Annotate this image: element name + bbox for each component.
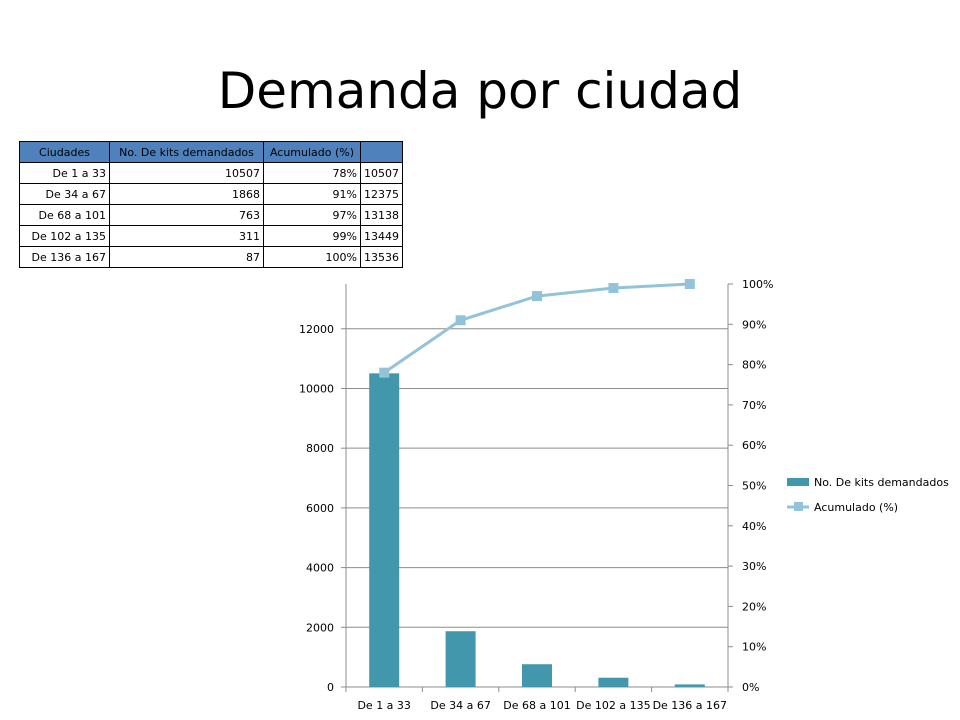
x-tick-label: De 1 a 33 bbox=[357, 699, 410, 712]
line-marker bbox=[608, 283, 619, 294]
table-cell: 100% bbox=[263, 246, 361, 268]
slide-title: Demanda por ciudad bbox=[217, 62, 743, 120]
legend-label: No. De kits demandados bbox=[814, 476, 949, 489]
bar bbox=[598, 677, 629, 687]
bar bbox=[445, 631, 476, 687]
y-left-tick-label: 10000 bbox=[299, 382, 334, 395]
bar bbox=[369, 373, 400, 687]
legend-swatch-marker bbox=[794, 502, 803, 511]
table-cell: 763 bbox=[109, 204, 264, 226]
y-right-tick-label: 30% bbox=[742, 560, 766, 573]
x-tick-label: De 102 a 135 bbox=[576, 699, 650, 712]
x-tick-label: De 34 a 67 bbox=[430, 699, 490, 712]
line-marker bbox=[455, 315, 466, 326]
y-right-tick-label: 70% bbox=[742, 399, 766, 412]
x-tick-label: De 136 a 167 bbox=[653, 699, 727, 712]
y-right-tick-label: 100% bbox=[742, 278, 773, 291]
table-cell: 13536 bbox=[360, 246, 403, 268]
y-right-tick-label: 50% bbox=[742, 480, 766, 493]
table-cell: 10507 bbox=[360, 162, 403, 184]
table-cell: De 136 a 167 bbox=[19, 246, 110, 268]
table-cell: 97% bbox=[263, 204, 361, 226]
y-right-tick-label: 0% bbox=[742, 681, 759, 694]
x-tick-label: De 68 a 101 bbox=[503, 699, 570, 712]
y-right-tick-label: 20% bbox=[742, 600, 766, 613]
line-marker bbox=[379, 367, 390, 378]
bar bbox=[522, 664, 552, 687]
line-marker bbox=[532, 291, 542, 302]
y-left-tick-label: 12000 bbox=[299, 323, 334, 336]
y-right-tick-label: 90% bbox=[742, 318, 766, 331]
table-row: De 1 a 33 10507 78% 10507 bbox=[19, 162, 403, 184]
y-left-tick-label: 4000 bbox=[306, 562, 334, 575]
legend-label: Acumulado (%) bbox=[814, 501, 898, 514]
y-left-tick-label: 0 bbox=[327, 681, 334, 694]
table-row: De 136 a 167 87 100% 13536 bbox=[19, 246, 403, 268]
y-right-tick-label: 40% bbox=[742, 520, 766, 533]
data-table: Ciudades No. De kits demandados Acumulad… bbox=[19, 141, 403, 268]
y-right-tick-label: 10% bbox=[742, 641, 766, 654]
table-header-cell: No. De kits demandados bbox=[109, 141, 264, 163]
y-right-tick-label: 80% bbox=[742, 359, 766, 372]
line-marker bbox=[684, 279, 695, 289]
table-cell: 13138 bbox=[360, 204, 403, 226]
table-header-row: Ciudades No. De kits demandados Acumulad… bbox=[19, 141, 403, 163]
y-left-tick-label: 2000 bbox=[306, 621, 334, 634]
bar bbox=[674, 684, 705, 687]
y-right-tick-label: 60% bbox=[742, 439, 766, 452]
y-left-tick-label: 6000 bbox=[306, 502, 334, 515]
y-left-tick-label: 8000 bbox=[306, 442, 334, 455]
table-cell: De 1 a 33 bbox=[19, 162, 110, 184]
table-row: De 68 a 101 763 97% 13138 bbox=[19, 204, 403, 226]
legend-swatch-bars bbox=[787, 478, 809, 486]
